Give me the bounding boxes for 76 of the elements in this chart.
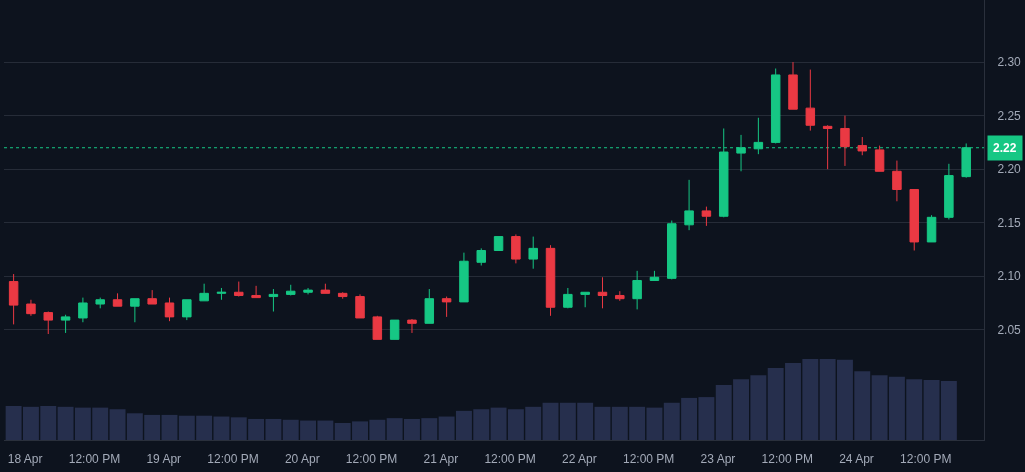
candlestick <box>182 299 192 321</box>
x-tick-label: 12:00 PM <box>484 452 536 467</box>
candlestick <box>840 115 850 167</box>
x-tick-label: 21 Apr <box>423 452 459 467</box>
y-tick-label: 2.30 <box>997 55 1022 70</box>
candlestick <box>805 69 816 132</box>
candlestick <box>372 315 383 340</box>
candlestick <box>926 214 937 243</box>
candlestick <box>285 284 296 296</box>
candlestick <box>545 244 556 317</box>
candlestick <box>528 236 538 270</box>
x-tick-label: 23 Apr <box>700 452 736 467</box>
x-tick-label: 12:00 PM <box>900 452 952 467</box>
candlestick <box>95 297 105 309</box>
y-tick-label: 2.25 <box>997 108 1022 123</box>
y-tick-label: 2.05 <box>997 322 1022 337</box>
candlestick <box>736 134 746 172</box>
x-tick-label: 20 Apr <box>284 452 320 467</box>
candlestick <box>701 206 712 227</box>
candlestick <box>234 281 244 298</box>
candlestick <box>337 291 348 300</box>
bar <box>594 406 611 440</box>
candlestick <box>60 314 71 334</box>
candlestick <box>112 292 123 307</box>
candlestick <box>476 247 486 266</box>
candlestick <box>424 288 435 324</box>
candlestick <box>909 188 919 252</box>
candlestick <box>753 117 764 155</box>
candlestick <box>441 296 452 318</box>
x-tick-label: 12:00 PM <box>622 452 675 467</box>
candlestick <box>892 160 902 202</box>
candlestick <box>8 273 19 325</box>
candlestick <box>632 270 642 310</box>
candlestick <box>389 319 400 340</box>
candlestick <box>788 61 798 110</box>
y-tick-label: 2.20 <box>997 162 1022 177</box>
candlestick <box>684 179 694 231</box>
y-tick-label: 2.10 <box>997 269 1022 284</box>
candlestick <box>511 233 521 264</box>
x-tick-label: 12:00 PM <box>345 452 398 467</box>
candlestick <box>459 252 469 303</box>
y-tick-label: 2.15 <box>997 215 1022 230</box>
ref-line-label: 2.22 <box>993 141 1017 155</box>
x-tick-label: 19 Apr <box>146 452 182 467</box>
x-tick-label: 12:00 PM <box>207 452 259 467</box>
x-tick-label: 12:00 PM <box>68 452 121 467</box>
x-tick-label: 18 Apr <box>7 452 43 467</box>
candlestick <box>164 297 175 322</box>
candlestick <box>857 136 868 156</box>
candlestick <box>130 298 140 323</box>
candlestick <box>944 163 954 220</box>
candlestick <box>770 68 781 144</box>
candlestick <box>597 276 608 309</box>
candlestick <box>216 287 227 301</box>
candlestick <box>580 291 590 308</box>
candlestick <box>822 125 833 170</box>
candlestick <box>493 236 504 252</box>
candlestick <box>615 290 625 302</box>
x-tick-label: 24 Apr <box>839 452 874 467</box>
candlestick <box>874 145 885 172</box>
x-tick-label: 22 Apr <box>562 452 597 467</box>
candlestick <box>355 293 365 319</box>
candlestick <box>563 287 573 309</box>
x-tick-label: 12:00 PM <box>761 452 813 467</box>
candlestick <box>320 283 331 294</box>
candlestick <box>147 289 157 305</box>
candlestick <box>26 299 36 317</box>
candlestick <box>303 287 313 295</box>
candlestick <box>251 285 261 299</box>
bar <box>161 414 178 440</box>
candlestick <box>667 220 677 280</box>
candlestick <box>78 297 88 323</box>
candlestick <box>268 288 279 313</box>
candlestick <box>199 283 209 302</box>
candlestick <box>43 311 53 335</box>
candlestick <box>407 318 417 334</box>
